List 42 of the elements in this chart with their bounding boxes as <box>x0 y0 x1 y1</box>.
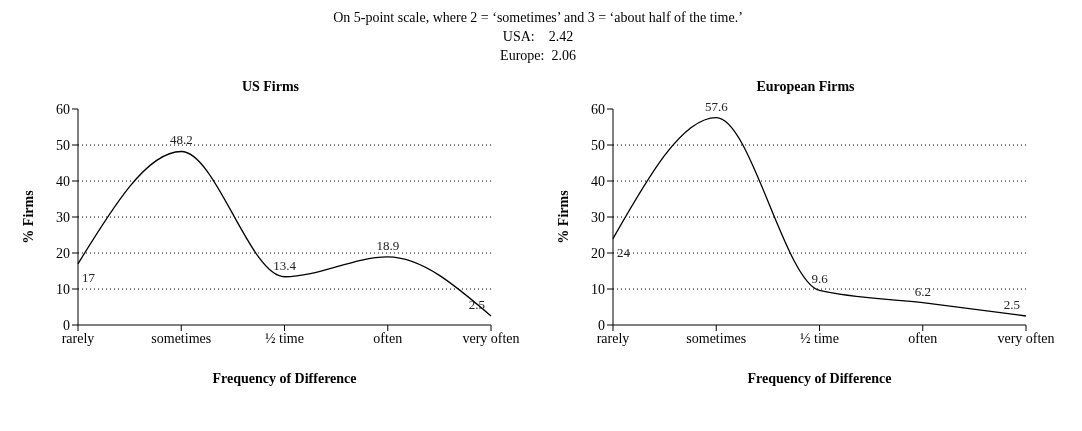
x-tick-label: very often <box>997 330 1055 346</box>
x-tick-label: very often <box>462 330 520 346</box>
data-label: 13.4 <box>273 257 297 273</box>
x-tick-label: rarely <box>61 330 95 346</box>
data-label: 18.9 <box>376 237 400 253</box>
y-axis-title: % Firms <box>20 189 36 244</box>
y-tick-label: 40 <box>56 173 70 189</box>
data-label: 48.2 <box>169 132 193 148</box>
y-tick-label: 0 <box>63 317 70 333</box>
y-tick-label: 20 <box>591 245 605 261</box>
y-axis-title: % Firms <box>555 189 571 244</box>
data-label: 24 <box>617 244 631 260</box>
chart-title: European Firms <box>755 79 856 95</box>
x-axis-title: Frequency of Difference <box>747 371 892 386</box>
x-tick-label: ½ time <box>265 330 304 346</box>
y-tick-label: 30 <box>591 209 605 225</box>
y-tick-label: 20 <box>56 245 70 261</box>
x-tick-label: sometimes <box>686 330 747 346</box>
y-tick-label: 30 <box>56 209 70 225</box>
data-label: 2.5 <box>1003 297 1020 312</box>
y-tick-label: 60 <box>591 101 605 117</box>
y-tick-label: 10 <box>56 281 70 297</box>
x-axis-title: Frequency of Difference <box>212 371 357 386</box>
data-label: 9.6 <box>811 271 829 287</box>
chart-title: US Firms <box>240 79 301 95</box>
text: On 5-point scale, where 2 = ‘sometimes’ and 3 = ‘about half of the time.’ <box>332 9 744 27</box>
x-tick-label: sometimes <box>151 330 212 346</box>
x-tick-label: ½ time <box>800 330 839 346</box>
data-label: 57.6 <box>704 98 729 114</box>
y-tick-label: 50 <box>591 137 605 153</box>
y-tick-label: 50 <box>56 137 70 153</box>
y-tick-label: 10 <box>591 281 605 297</box>
y-tick-label: 0 <box>598 317 605 333</box>
y-tick-label: 60 <box>56 101 70 117</box>
text: Europe: 2.06 <box>499 47 577 65</box>
x-tick-label: often <box>908 330 938 346</box>
data-label: 6.2 <box>914 283 931 299</box>
text: USA: 2.42 <box>501 28 575 46</box>
x-tick-label: rarely <box>596 330 630 346</box>
data-label: 17 <box>82 269 96 285</box>
x-tick-label: often <box>373 330 403 346</box>
y-tick-label: 40 <box>591 173 605 189</box>
